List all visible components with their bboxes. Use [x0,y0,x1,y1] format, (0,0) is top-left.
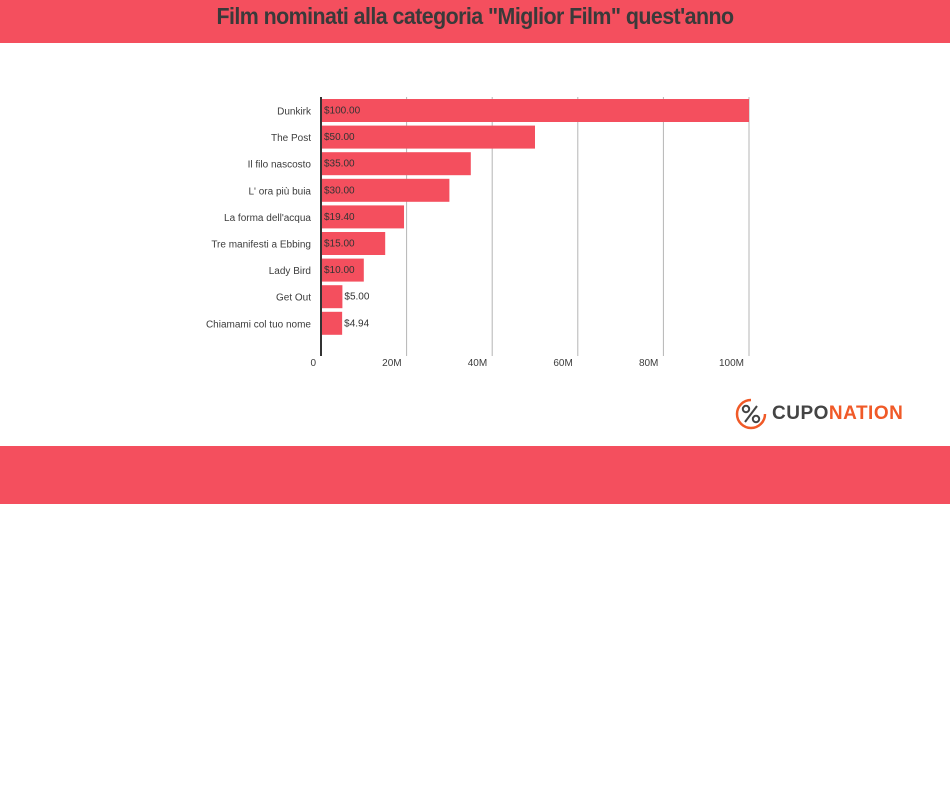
data-label: $15.00 [324,239,355,250]
category-label: Chiamami col tuo nome [206,319,311,330]
data-label: $30.00 [324,185,355,196]
category-label: Tre manifesti a Ebbing [211,240,311,251]
x-tick-label: 60M [553,358,572,369]
header-banner: Film nominati alla categoria "Miglior Fi… [0,0,950,43]
data-label: $100.00 [324,106,361,117]
data-label: $4.94 [344,318,369,329]
data-label: $5.00 [344,292,369,303]
category-label: Lady Bird [269,266,311,277]
bar [321,99,749,122]
category-label: L' ora più buia [248,186,311,197]
category-label: Dunkirk [277,107,312,118]
category-label: La forma dell'acqua [224,213,311,224]
data-label: $35.00 [324,159,355,170]
bar [321,152,471,176]
chart-title: Film nominati alla categoria "Miglior Fi… [216,3,735,29]
bar [321,258,364,282]
data-label: $19.40 [324,212,355,223]
bar [321,311,343,335]
bar [321,178,450,202]
category-label: The Post [271,133,311,144]
percent-logo-icon [735,398,767,430]
x-tick-label: 0 [310,358,316,369]
x-tick-label: 100M [719,358,744,369]
x-tick-label: 40M [468,358,487,369]
brand-name-part1: CUPO [772,403,829,424]
data-label: $50.00 [324,132,355,143]
data-label: $10.00 [324,265,355,276]
category-label: Il filo nascosto [248,160,312,171]
x-tick-label: 20M [382,358,401,369]
bar [321,285,343,309]
brand-name-part2: NATION [828,403,904,424]
bar [321,125,535,149]
bar-chart: Dunkirk $100.00 The Post $50.00 Il filo nasc… [206,97,750,369]
bar [321,232,386,255]
x-tick-label: 80M [639,358,658,369]
footer-banner [0,446,950,504]
brand-name: CUPONATION [772,403,903,425]
bar [321,205,405,229]
chart-area: Dunkirk $100.00 The Post $50.00 Il filo nasc… [0,43,950,383]
category-label: Get Out [276,293,311,304]
cuponation-logo: CUPONATION [734,396,914,432]
